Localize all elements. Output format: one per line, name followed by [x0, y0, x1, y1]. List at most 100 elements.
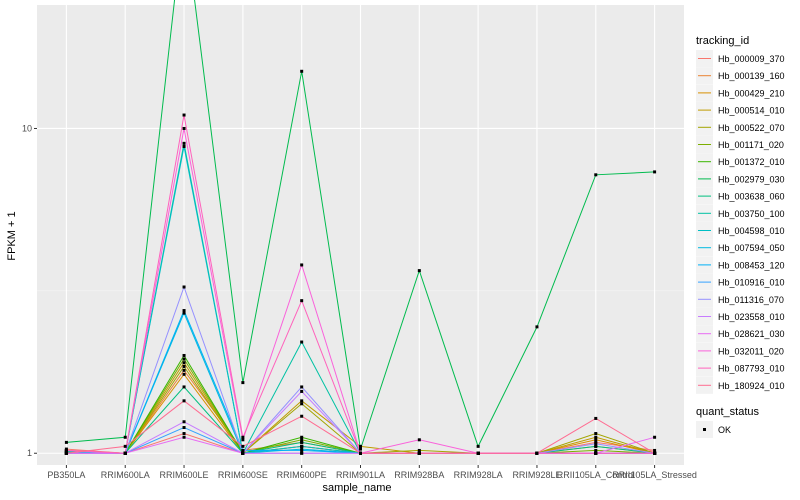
data-point: [300, 438, 304, 442]
legend-label: Hb_003750_100: [718, 209, 785, 219]
legend-label: Hb_032011_020: [718, 346, 784, 356]
legend-label: Hb_000522_070: [718, 123, 785, 133]
legend-items: Hb_000009_370 Hb_000139_160 Hb_000429_210 H…: [696, 50, 785, 394]
data-point: [182, 145, 186, 149]
legend-label: Hb_028621_030: [718, 329, 785, 339]
data-point: [653, 435, 657, 439]
data-point: [476, 451, 480, 455]
legend-label: Hb_011316_070: [718, 295, 784, 305]
data-point: [594, 435, 598, 439]
data-point: [594, 451, 598, 455]
legend-label: Hb_000514_010: [718, 106, 785, 116]
x-tick-label: RRIM928LE: [512, 470, 561, 480]
data-point: [359, 447, 362, 451]
data-point: [300, 299, 304, 303]
legend-label: Hb_002979_030: [718, 174, 785, 184]
data-point: [182, 126, 186, 130]
data-point: [300, 399, 304, 403]
legend-label: Hb_000139_160: [718, 71, 785, 81]
data-point: [535, 325, 539, 329]
data-point: [359, 451, 362, 455]
y-tick-label: 1: [27, 448, 32, 458]
legend: tracking_id Hb_000009_370Hb_000139_160Hb…: [696, 35, 785, 438]
plot-panel: [37, 5, 684, 465]
data-point: [182, 311, 186, 315]
point-legend-title: quant_status: [696, 406, 759, 418]
legend-label: Hb_010916_010: [718, 278, 785, 288]
legend-label: Hb_004598_010: [718, 226, 785, 236]
legend-label: Hb_000009_370: [718, 54, 785, 64]
data-point: [241, 435, 245, 439]
legend-label: Hb_007594_050: [718, 243, 785, 253]
data-point: [300, 451, 304, 455]
data-point: [535, 451, 539, 455]
data-point: [64, 448, 68, 452]
legend-label: Hb_087793_010: [718, 364, 785, 374]
axes: 1 10 PB350LA RRIM600LA RRIM600LE RRIM600SE RRI…: [22, 123, 697, 480]
data-point: [182, 385, 186, 389]
data-point: [300, 69, 304, 73]
data-point: [182, 361, 186, 365]
data-point: [241, 451, 245, 455]
data-point: [182, 113, 186, 117]
data-point: [417, 451, 421, 455]
data-point: [182, 399, 186, 403]
legend-label: Hb_023558_010: [718, 312, 785, 322]
point-legend-swatch: [703, 428, 706, 431]
data-point: [417, 269, 421, 273]
x-tick-label: RRIM600LA: [101, 470, 150, 480]
data-point: [182, 372, 186, 376]
x-tick-label: PB350LA: [47, 470, 85, 480]
data-point: [594, 442, 598, 446]
data-point: [300, 402, 304, 406]
x-tick-label: RRIM928BA: [394, 470, 444, 480]
data-point: [241, 438, 245, 442]
legend-label: Hb_001372_010: [718, 157, 785, 167]
data-point: [476, 444, 480, 448]
x-tick-label: RRIM928LA: [454, 470, 503, 480]
data-point: [182, 353, 186, 357]
data-point: [123, 451, 127, 455]
x-tick-label: RRIM600PE: [277, 470, 327, 480]
data-point: [300, 448, 304, 452]
data-point: [182, 285, 186, 289]
data-point: [182, 368, 186, 372]
data-point: [594, 444, 598, 448]
legend-label: Hb_001171_020: [718, 140, 784, 150]
data-point: [241, 381, 245, 385]
x-axis-title: sample_name: [322, 482, 391, 494]
data-point: [182, 364, 186, 368]
data-point: [300, 414, 304, 418]
y-axis-title: FPKM + 1: [6, 211, 18, 260]
legend-label: Hb_180924_010: [718, 381, 785, 391]
data-point: [300, 444, 304, 448]
data-point: [300, 440, 304, 444]
data-point: [653, 451, 657, 455]
x-tick-label: RRIM901LA: [336, 470, 385, 480]
data-point: [653, 448, 657, 452]
data-point: [241, 444, 245, 448]
data-point: [594, 432, 598, 436]
data-point: [300, 263, 304, 267]
data-point: [653, 170, 657, 174]
data-point: [417, 448, 421, 452]
data-point: [64, 440, 68, 444]
data-point: [594, 173, 598, 177]
data-point: [64, 451, 68, 455]
x-tick-label: RRIM600SE: [218, 470, 268, 480]
data-point: [300, 340, 304, 344]
data-point: [359, 444, 362, 448]
legend-label: Hb_003638_060: [718, 192, 785, 202]
x-tick-label: RRIM600LE: [160, 470, 209, 480]
legend-label: Hb_000429_210: [718, 88, 785, 98]
data-point: [123, 444, 127, 448]
data-point: [594, 448, 598, 452]
legend-label: Hb_008453_120: [718, 260, 785, 270]
data-point: [182, 435, 186, 439]
data-point: [182, 309, 186, 313]
data-point: [594, 438, 598, 442]
data-point: [417, 438, 421, 442]
data-point: [182, 426, 186, 430]
data-point: [300, 385, 304, 389]
